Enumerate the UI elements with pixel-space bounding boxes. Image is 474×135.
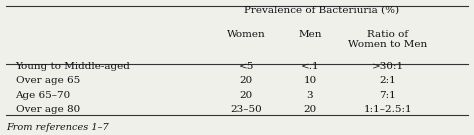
Text: Men: Men bbox=[298, 30, 322, 39]
Text: <5: <5 bbox=[239, 62, 254, 71]
Text: 7:1: 7:1 bbox=[379, 91, 396, 100]
Text: Age 65–70: Age 65–70 bbox=[16, 91, 71, 100]
Text: 20: 20 bbox=[240, 91, 253, 100]
Text: >30:1: >30:1 bbox=[372, 62, 404, 71]
Text: 1:1–2.5:1: 1:1–2.5:1 bbox=[364, 105, 412, 114]
Text: From references 1–7: From references 1–7 bbox=[6, 123, 109, 132]
Text: Over age 65: Over age 65 bbox=[16, 77, 80, 85]
Text: Young to Middle-aged: Young to Middle-aged bbox=[16, 62, 130, 71]
Text: Over age 80: Over age 80 bbox=[16, 105, 80, 114]
Text: Women: Women bbox=[227, 30, 266, 39]
Text: 20: 20 bbox=[303, 105, 317, 114]
Text: 20: 20 bbox=[240, 77, 253, 85]
Text: <.1: <.1 bbox=[301, 62, 319, 71]
Text: 3: 3 bbox=[307, 91, 313, 100]
Text: 2:1: 2:1 bbox=[379, 77, 396, 85]
Text: Ratio of
Women to Men: Ratio of Women to Men bbox=[348, 30, 428, 50]
Text: 23–50: 23–50 bbox=[230, 105, 262, 114]
Text: Prevalence of Bacteriuria (%): Prevalence of Bacteriuria (%) bbox=[244, 5, 400, 14]
Text: 10: 10 bbox=[303, 77, 317, 85]
